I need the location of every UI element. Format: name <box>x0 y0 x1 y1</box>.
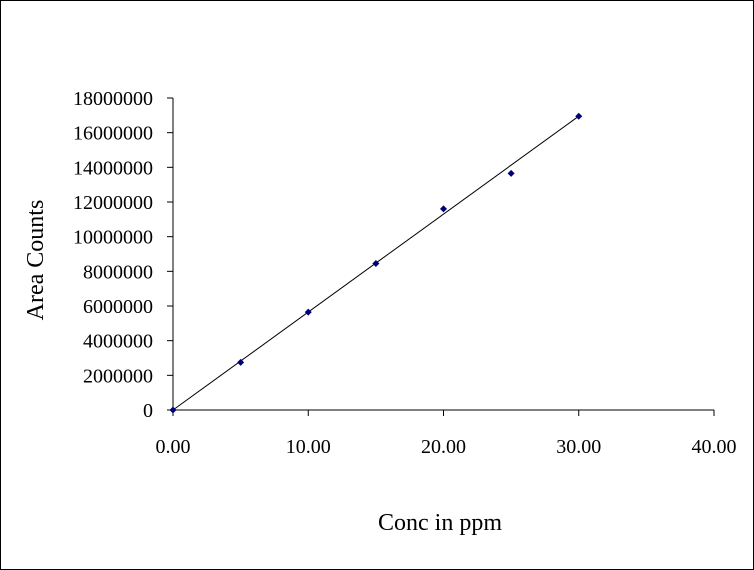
x-tick-label: 30.00 <box>556 436 601 458</box>
y-tick-label: 0 <box>143 400 153 422</box>
x-tick-label: 20.00 <box>421 436 466 458</box>
y-ticks: 0 2000000 4000000 6000000 8000000 10000000 120… <box>73 88 173 422</box>
x-ticks: 0.00 10.00 20.00 30.00 40.00 <box>156 410 737 458</box>
x-axis-title: Conc in ppm <box>378 510 502 536</box>
y-tick-label: 6000000 <box>83 296 153 318</box>
data-point <box>507 169 515 177</box>
data-points <box>169 112 583 414</box>
x-tick-label: 10.00 <box>286 436 331 458</box>
y-tick-label: 16000000 <box>73 123 153 145</box>
y-tick-label: 2000000 <box>83 365 153 387</box>
y-tick-label: 12000000 <box>73 192 153 214</box>
data-point <box>372 260 380 268</box>
data-point <box>169 406 177 414</box>
x-tick-label: 40.00 <box>692 436 737 458</box>
axes <box>172 98 714 411</box>
data-point <box>304 308 312 316</box>
y-tick-label: 8000000 <box>83 261 153 283</box>
x-tick-label: 0.00 <box>156 436 191 458</box>
data-point <box>575 112 583 120</box>
y-tick-label: 10000000 <box>73 227 153 249</box>
y-tick-label: 14000000 <box>73 157 153 179</box>
y-tick-label: 4000000 <box>83 331 153 353</box>
y-tick-label: 18000000 <box>73 88 153 110</box>
data-point <box>440 205 447 213</box>
y-axis-title: Area Counts <box>23 200 49 321</box>
data-point <box>237 358 245 366</box>
